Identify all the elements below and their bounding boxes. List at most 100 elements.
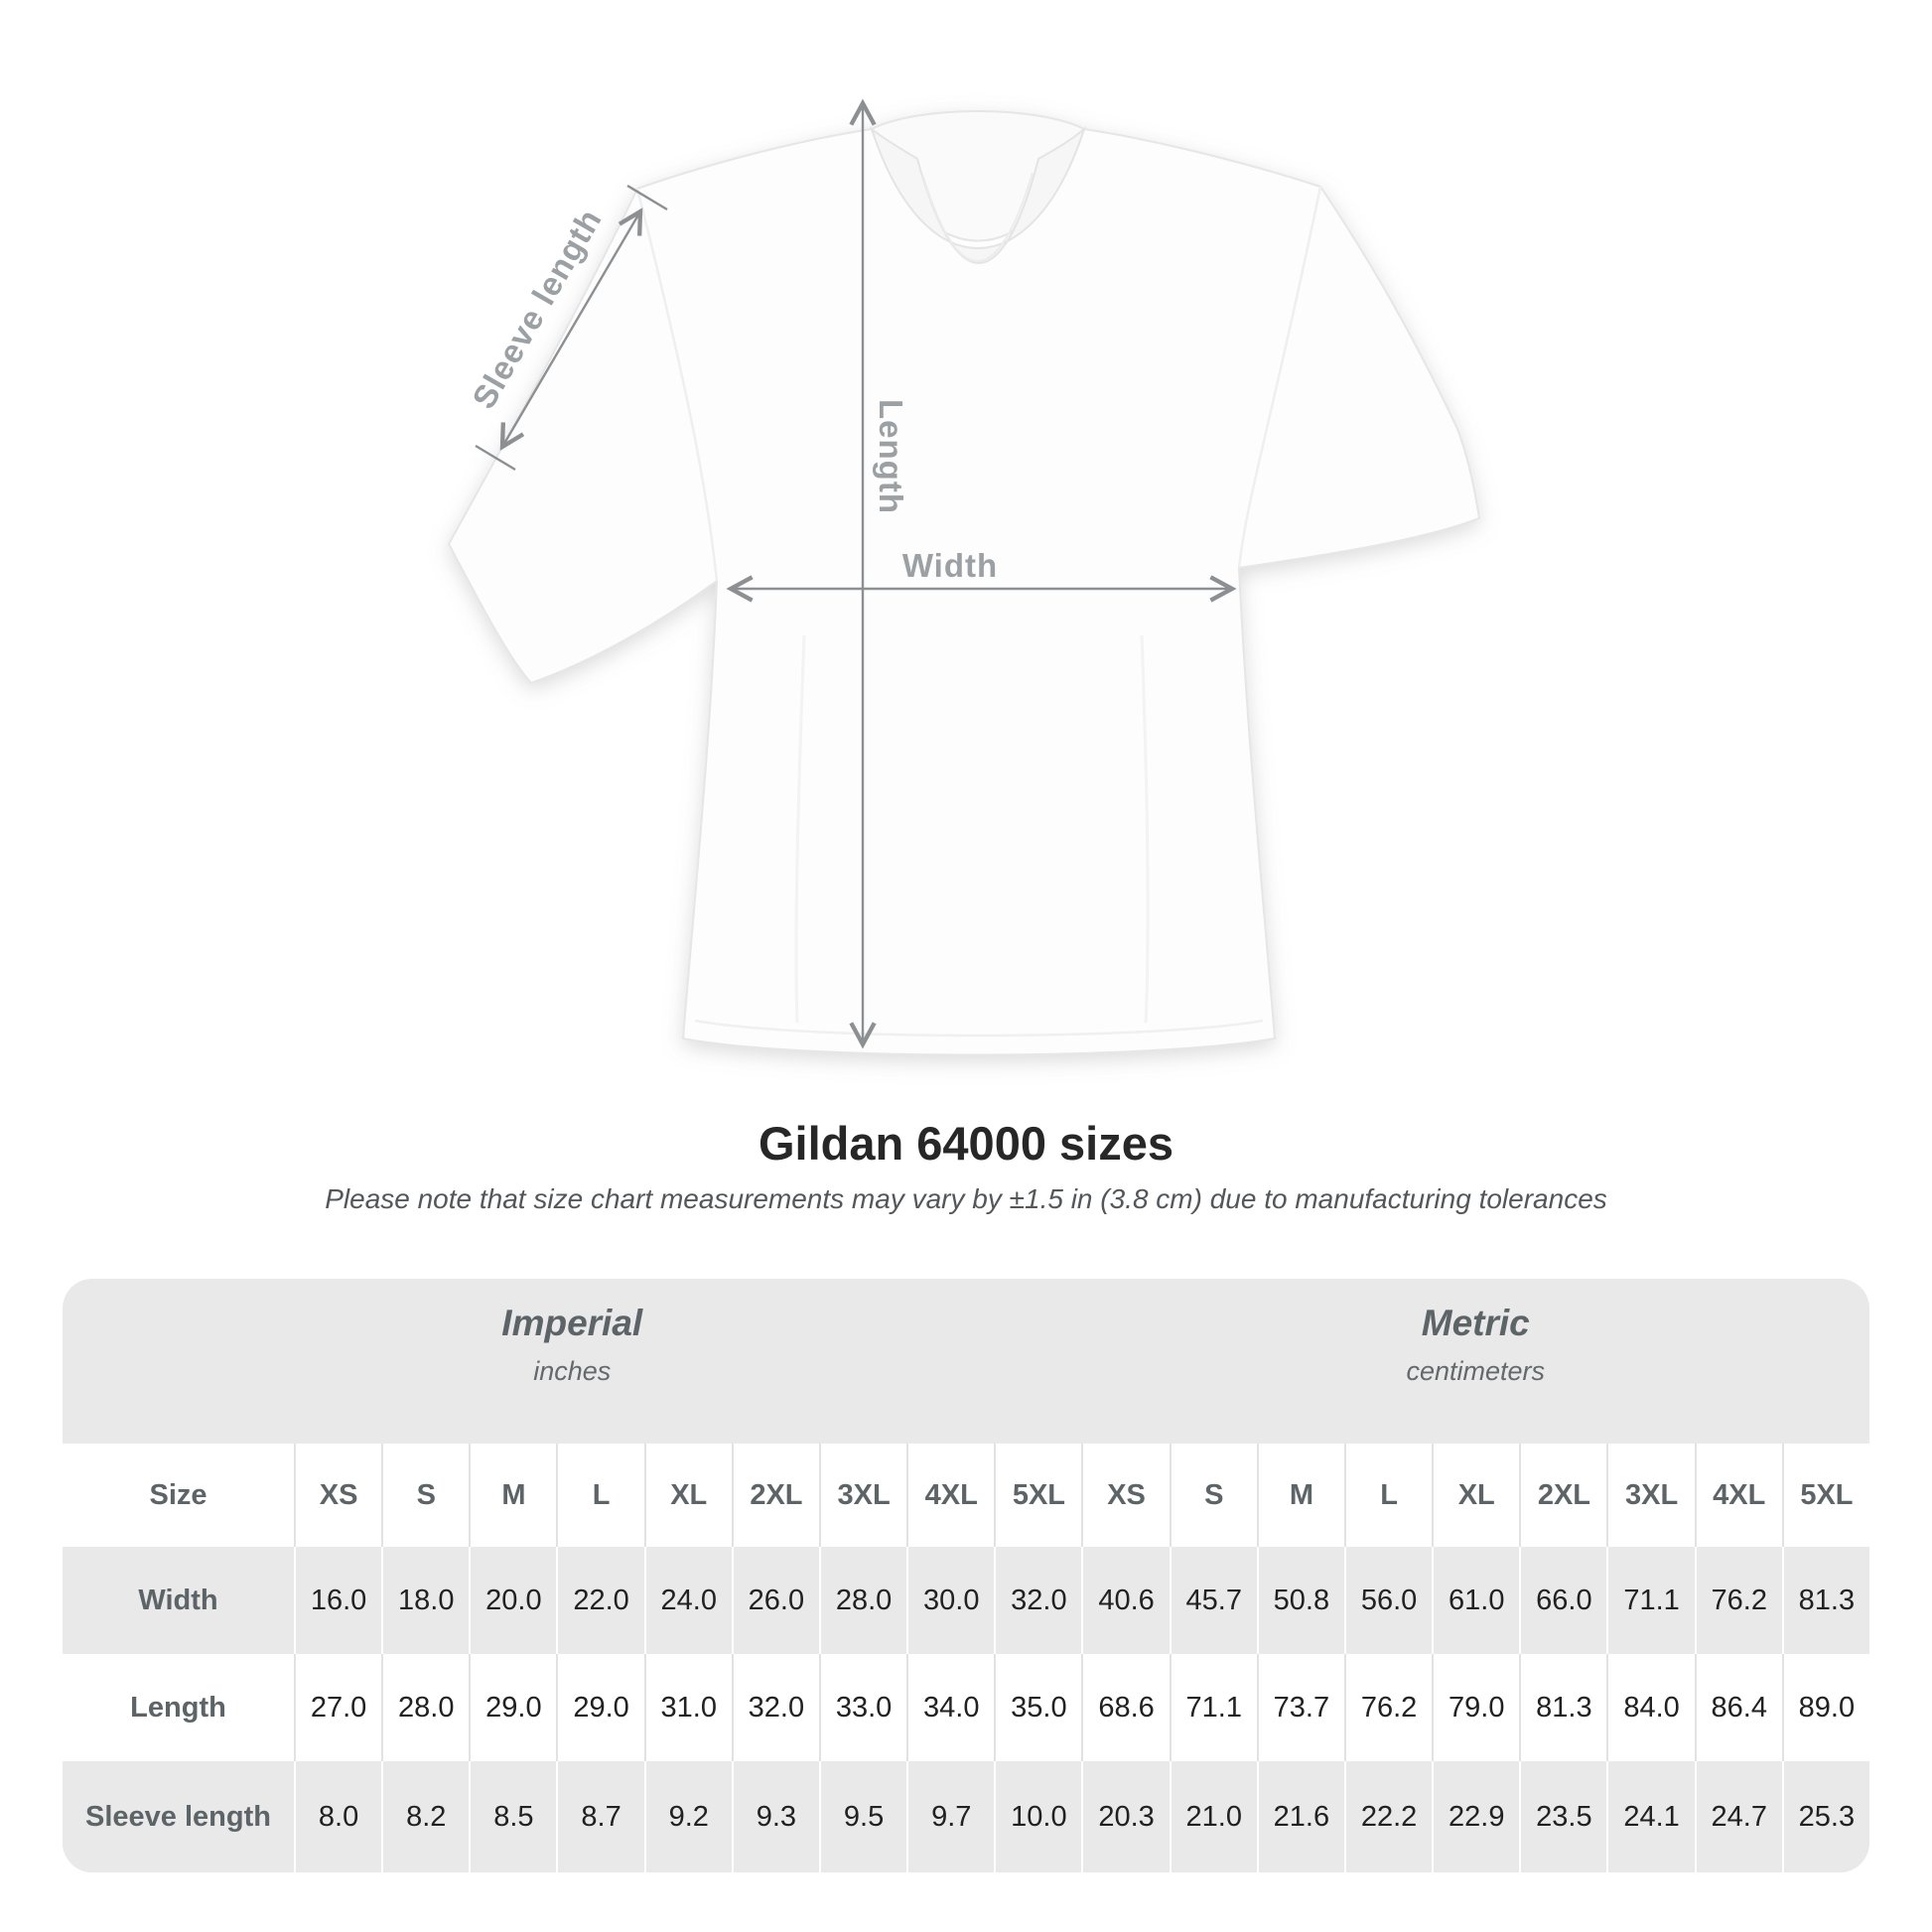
size-column-header: L [1343, 1444, 1432, 1547]
value-cell: 28.0 [818, 1547, 906, 1654]
value-cell: 84.0 [1606, 1654, 1694, 1761]
imperial-label: Imperial [501, 1302, 643, 1343]
value-cell: 18.0 [381, 1547, 469, 1654]
tshirt-collar [869, 125, 1087, 264]
size-column-header: S [381, 1444, 469, 1547]
value-cell: 22.2 [1343, 1761, 1432, 1872]
value-cell: 35.0 [994, 1654, 1081, 1761]
row-label: Sleeve length [85, 1800, 271, 1833]
value-cell: 9.3 [731, 1761, 819, 1872]
value-cell: 26.0 [731, 1547, 819, 1654]
left-armhole-seam [635, 188, 719, 582]
value-cell: 22.0 [556, 1547, 643, 1654]
metric-label: Metric [1421, 1302, 1530, 1343]
imperial-unit: inches [533, 1355, 612, 1386]
value-cell: 81.3 [1781, 1547, 1869, 1654]
value-cell: 8.0 [294, 1761, 381, 1872]
size-column-header: 5XL [994, 1444, 1081, 1547]
sleeve-length-arrow [499, 207, 643, 451]
value-cell: 9.5 [818, 1761, 906, 1872]
value-cell: 29.0 [469, 1654, 556, 1761]
size-column-header: M [1256, 1444, 1344, 1547]
value-cell: 9.2 [643, 1761, 732, 1872]
value-cell: 20.0 [469, 1547, 556, 1654]
value-cell: 22.9 [1432, 1761, 1519, 1872]
value-cell: 45.7 [1169, 1547, 1257, 1654]
value-cell: 21.6 [1256, 1761, 1344, 1872]
value-cell: 24.1 [1606, 1761, 1694, 1872]
value-cell: 34.0 [906, 1654, 994, 1761]
table-row: Sleeve length 8.0 8.2 8.5 8.7 9.2 9.3 9.5 9.7 10.… [63, 1761, 1869, 1872]
fabric-fold [1140, 634, 1150, 1024]
metric-unit: centimeters [1406, 1355, 1546, 1386]
size-column-header: XL [643, 1444, 732, 1547]
value-cell: 33.0 [818, 1654, 906, 1761]
value-cell: 73.7 [1256, 1654, 1344, 1761]
value-cell: 81.3 [1519, 1654, 1606, 1761]
value-cell: 89.0 [1781, 1654, 1869, 1761]
size-column-header: 3XL [818, 1444, 906, 1547]
value-cell: 50.8 [1256, 1547, 1344, 1654]
value-cell: 16.0 [294, 1547, 381, 1654]
value-cell: 29.0 [556, 1654, 643, 1761]
value-cell: 76.2 [1694, 1547, 1782, 1654]
sleeve-arrow-end-tick [475, 444, 516, 472]
size-column-header: M [469, 1444, 556, 1547]
value-cell: 71.1 [1169, 1654, 1257, 1761]
table-row: Length 27.0 28.0 29.0 29.0 31.0 32.0 33.0 34.0 35… [63, 1654, 1869, 1761]
row-label: Width [138, 1584, 218, 1616]
value-cell: 8.7 [556, 1761, 643, 1872]
hem-stitch-line [694, 1019, 1264, 1037]
page-title: Gildan 64000 sizes [758, 1117, 1174, 1170]
row-label: Length [130, 1691, 226, 1724]
value-cell: 71.1 [1606, 1547, 1694, 1654]
value-cell: 68.6 [1081, 1654, 1169, 1761]
size-column-header: S [1169, 1444, 1257, 1547]
collar-stitch-line [922, 172, 1034, 262]
value-cell: 76.2 [1343, 1654, 1432, 1761]
unit-header-row: Imperial inches Metric centimeters [63, 1279, 1869, 1444]
value-cell: 8.2 [381, 1761, 469, 1872]
value-cell: 25.3 [1781, 1761, 1869, 1872]
value-cell: 31.0 [643, 1654, 732, 1761]
table-row: Width 16.0 18.0 20.0 22.0 24.0 26.0 28.0 30.0 32.… [63, 1547, 1869, 1654]
value-cell: 86.4 [1694, 1654, 1782, 1761]
value-cell: 20.3 [1081, 1761, 1169, 1872]
size-column-header: 2XL [1519, 1444, 1606, 1547]
size-header-label: Size [149, 1478, 207, 1511]
table-size-row: Size XS S M L XL 2XL 3XL 4XL 5XL XS S M L XL 2XL 3XL 4XL… [63, 1444, 1869, 1547]
size-column-header: XL [1432, 1444, 1519, 1547]
value-cell: 32.0 [731, 1654, 819, 1761]
width-annotation: Width [901, 547, 999, 584]
size-column-header: 2XL [731, 1444, 819, 1547]
size-column-header: 4XL [906, 1444, 994, 1547]
imperial-header: Imperial inches [63, 1279, 1082, 1444]
value-cell: 9.7 [906, 1761, 994, 1872]
value-cell: 32.0 [994, 1547, 1081, 1654]
size-column-header: XS [1081, 1444, 1169, 1547]
size-column-header: 4XL [1694, 1444, 1782, 1547]
tshirt-body [447, 127, 1481, 1056]
value-cell: 56.0 [1343, 1547, 1432, 1654]
value-cell: 79.0 [1432, 1654, 1519, 1761]
value-cell: 24.0 [643, 1547, 732, 1654]
length-annotation: Length [873, 399, 909, 514]
size-column-header: 5XL [1781, 1444, 1869, 1547]
tshirt-measurement-diagram: Sleeve length Length Width [447, 98, 1481, 1056]
size-column-header: XS [294, 1444, 381, 1547]
size-column-header: 3XL [1606, 1444, 1694, 1547]
right-armhole-seam [1237, 186, 1322, 569]
sleeve-arrow-end-tick [626, 184, 668, 211]
value-cell: 21.0 [1169, 1761, 1257, 1872]
value-cell: 28.0 [381, 1654, 469, 1761]
value-cell: 30.0 [906, 1547, 994, 1654]
value-cell: 27.0 [294, 1654, 381, 1761]
size-table: Imperial inches Metric centimeters Size … [63, 1279, 1869, 1872]
size-column-header: L [556, 1444, 643, 1547]
fabric-fold [794, 634, 806, 1024]
value-cell: 8.5 [469, 1761, 556, 1872]
metric-header: Metric centimeters [1082, 1279, 1870, 1444]
value-cell: 10.0 [994, 1761, 1081, 1872]
value-cell: 61.0 [1432, 1547, 1519, 1654]
